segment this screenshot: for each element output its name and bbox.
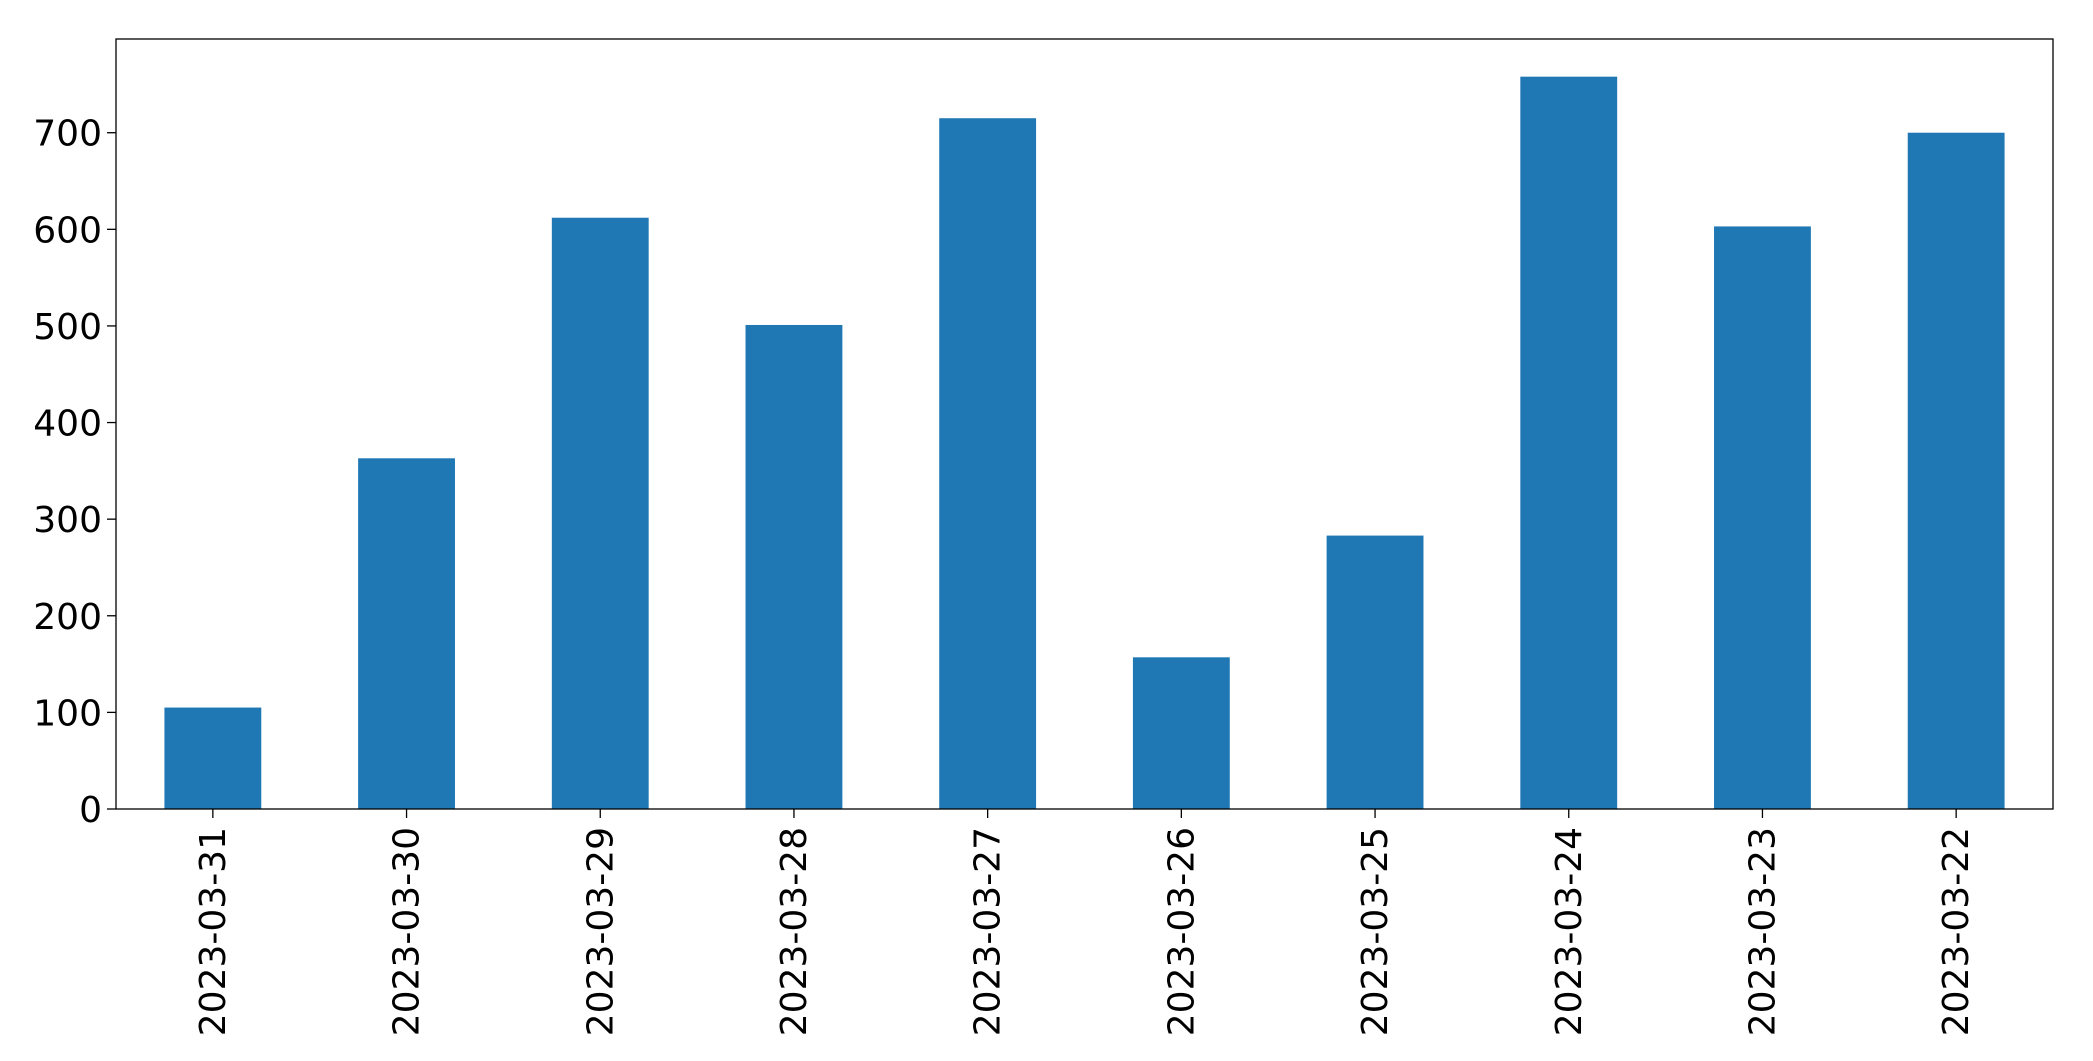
y-tick-label: 700 (33, 114, 102, 155)
x-tick-label: 2023-03-30 (387, 827, 428, 1036)
y-tick-label: 600 (33, 210, 102, 251)
bar (551, 217, 649, 810)
bar (1907, 132, 2005, 809)
x-tick-label: 2023-03-27 (968, 827, 1009, 1036)
y-tick-label: 400 (33, 404, 102, 445)
bar (1714, 226, 1811, 809)
bar (745, 324, 843, 809)
plot-frame (115, 38, 2054, 810)
y-tick-label: 500 (33, 307, 102, 348)
y-tick-label: 200 (33, 597, 102, 638)
x-tick-label: 2023-03-26 (1161, 827, 1202, 1036)
x-tick-label: 2023-03-29 (580, 827, 621, 1036)
y-tick-label: 0 (79, 790, 102, 831)
bar (164, 707, 262, 809)
x-tick-label: 2023-03-28 (774, 827, 815, 1036)
bar (358, 458, 455, 809)
bar (1132, 657, 1230, 809)
x-tick-label: 2023-03-22 (1936, 827, 1977, 1036)
x-tick-label: 2023-03-23 (1742, 827, 1783, 1036)
bar (1326, 535, 1424, 809)
bar (939, 118, 1037, 809)
x-tick-label: 2023-03-24 (1549, 827, 1590, 1036)
y-tick-label: 100 (33, 693, 102, 734)
x-tick-label: 2023-03-31 (193, 827, 234, 1036)
y-tick-label: 300 (33, 500, 102, 541)
x-tick-label: 2023-03-25 (1355, 827, 1396, 1036)
bar (1520, 76, 1618, 810)
